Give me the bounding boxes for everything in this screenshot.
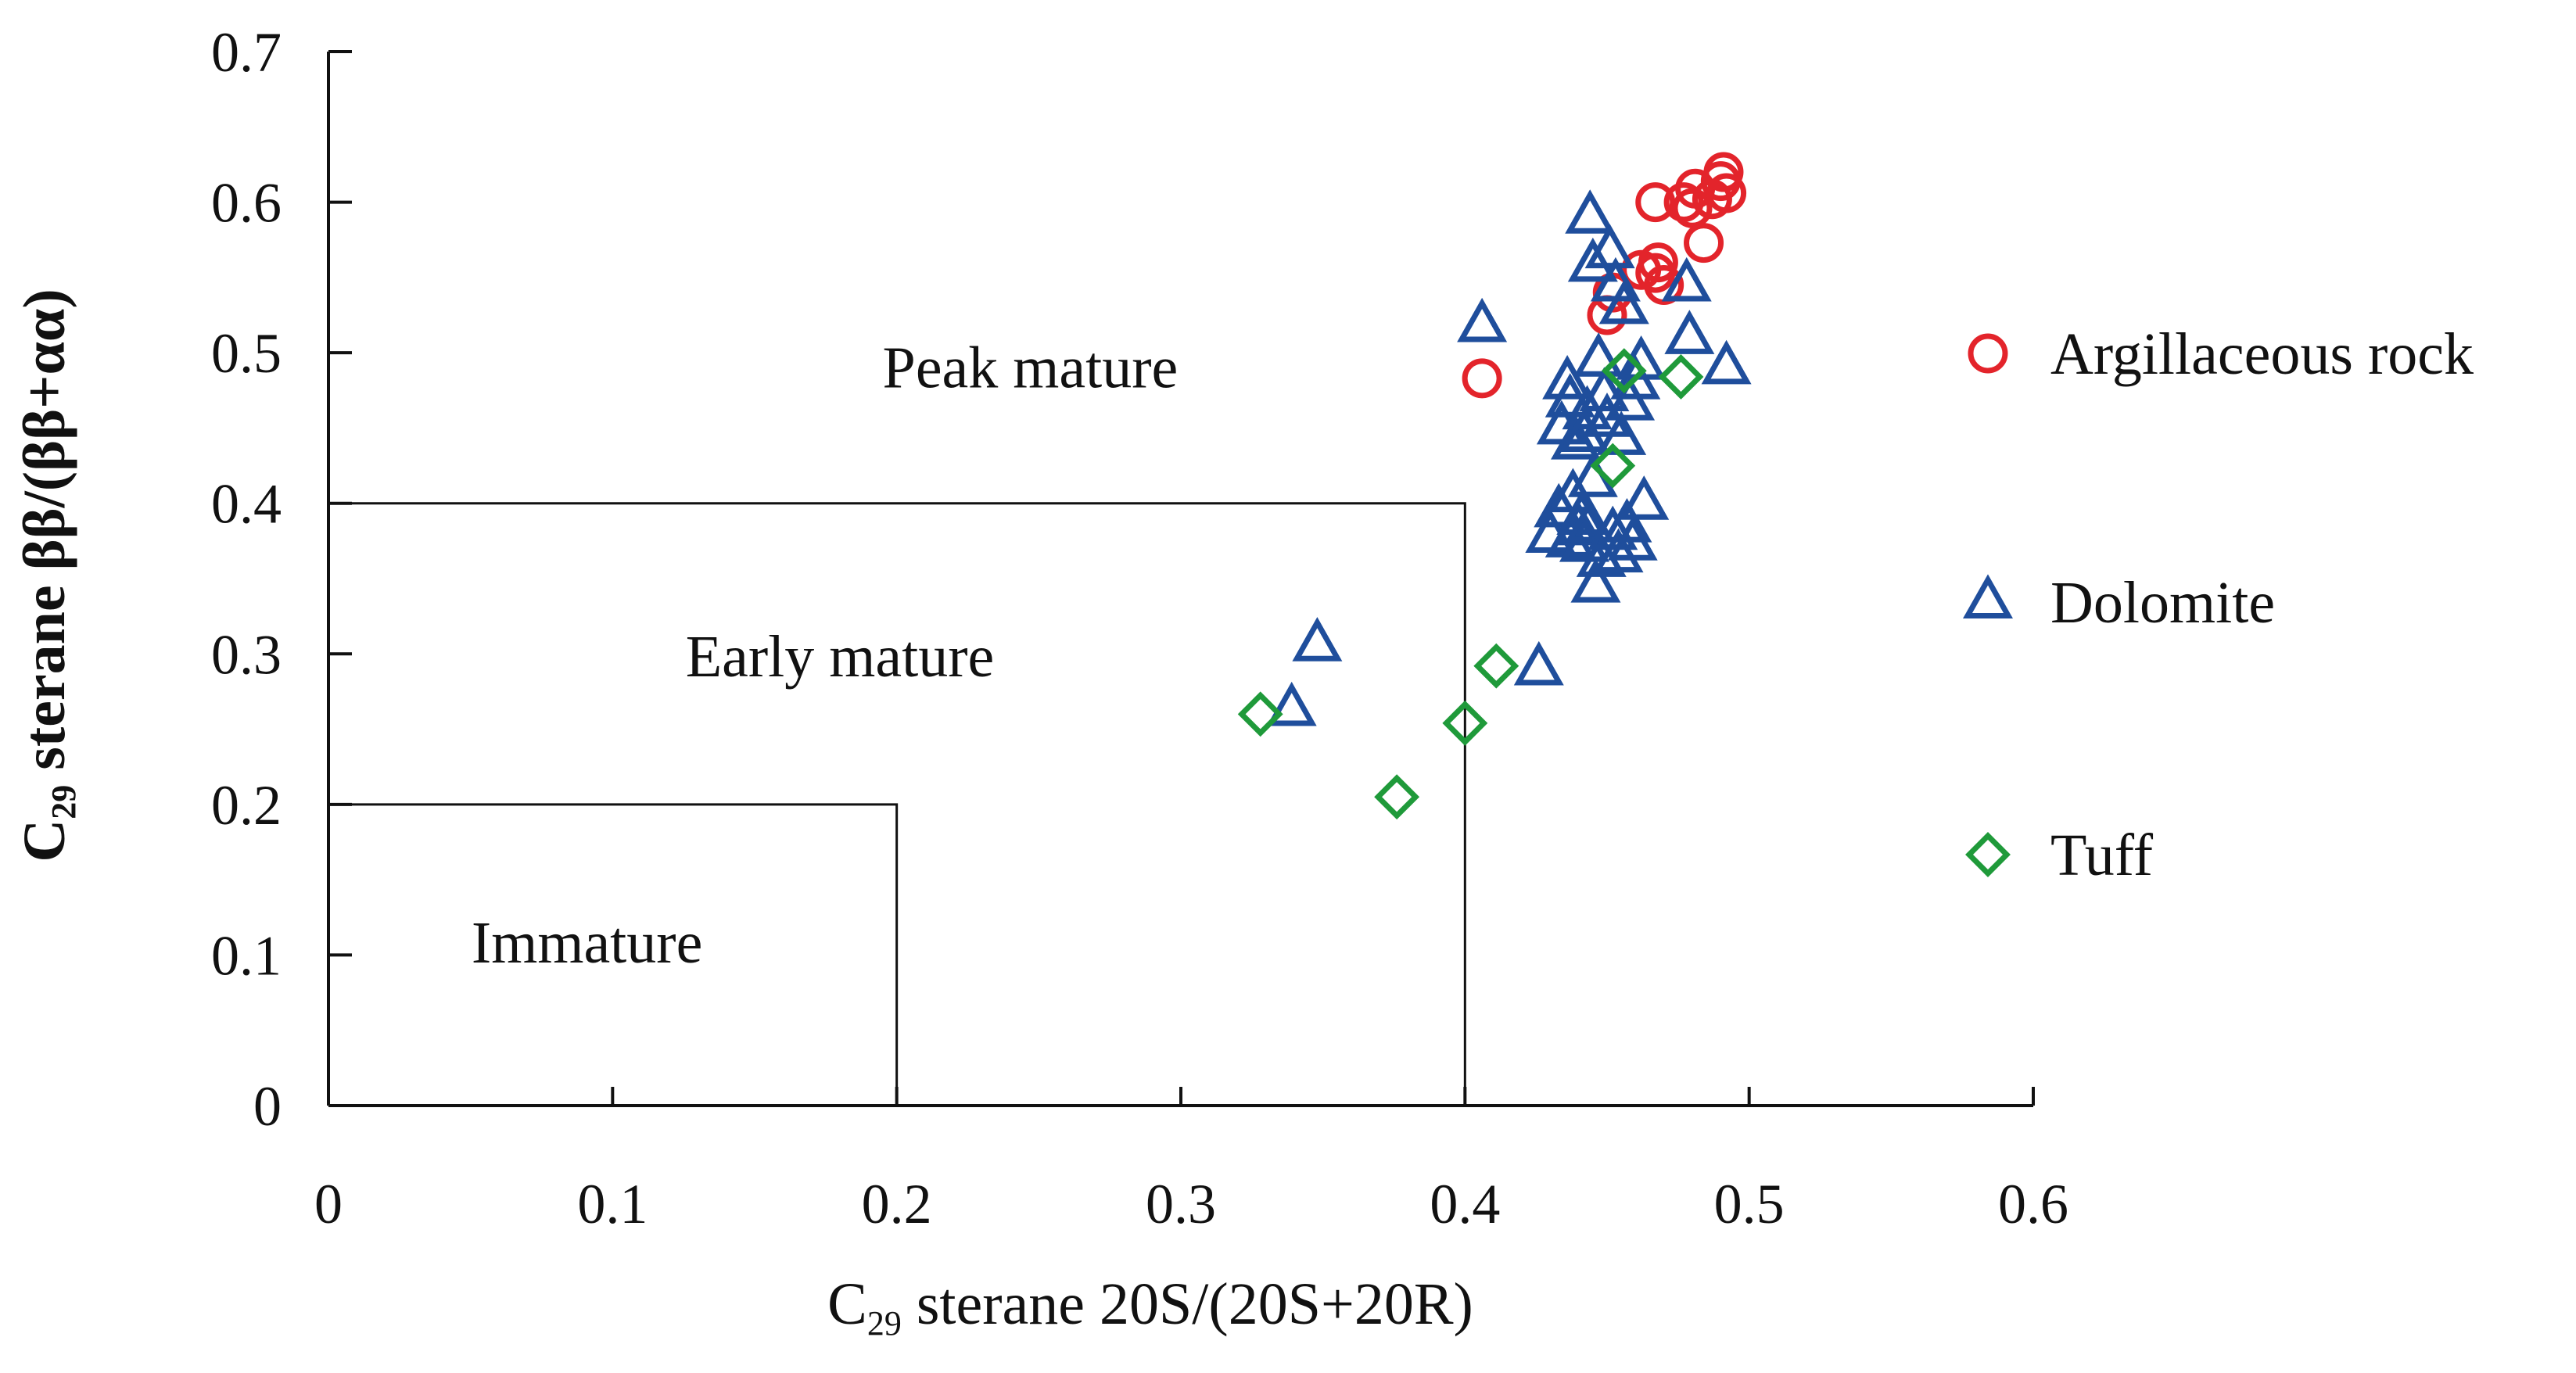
y-tick-label: 0.2 [211,774,282,837]
circle-point [1644,264,1684,305]
y-tick-label: 0.5 [211,322,282,385]
circle-point [1706,173,1747,213]
triangle-point [1565,497,1616,543]
y-tick-label: 0.6 [211,172,282,235]
region-boundary-0 [328,803,899,1106]
y-tick-label: 0.1 [211,924,282,987]
triangle-point [1661,256,1712,302]
triangle-point [1513,640,1564,686]
triangle-point [1542,355,1593,400]
x-tick-label: 0.2 [862,1173,932,1235]
circle-point [1638,242,1678,283]
triangle-point [1605,375,1656,421]
triangle-point [1602,497,1652,543]
triangle-point [1570,557,1621,603]
circle-point [1635,182,1676,223]
diamond-point [1442,700,1488,746]
circle-point [1462,358,1502,399]
legend-label: Argillaceous rock [2050,321,2474,387]
triangle-point [1534,482,1584,528]
triangle-point [1567,237,1618,282]
diamond-point [1374,774,1420,820]
x-tick-label: 0.6 [1998,1173,2068,1235]
y-tick-label: 0 [253,1075,282,1138]
triangle-point [1701,339,1752,385]
triangle-point [1593,528,1644,573]
x-tick-label: 0.3 [1146,1173,1216,1235]
y-axis-title: C29 sterane ββ/(ββ+αα) [12,289,83,862]
y-tick-label: 0.3 [211,623,282,686]
region-label: Early mature [686,624,995,690]
circle-point [1703,152,1744,192]
legend-marker-circle [1968,333,2008,374]
circle-point [1672,188,1713,228]
triangle-point [1619,475,1670,520]
circle-point [1684,223,1724,263]
diamond-point [1658,354,1704,400]
triangle-point [1565,189,1616,234]
triangle-point [1607,516,1658,561]
region-boundary-1 [328,502,1466,1106]
y-tick-label: 0.7 [211,21,282,84]
triangle-point [1664,310,1715,354]
legend-marker-triangle [1963,574,2013,618]
x-axis-title: C29 sterane 20S/(20S+20R) [827,1271,1473,1343]
triangle-point [1584,224,1635,269]
triangle-point [1559,407,1609,453]
y-tick-label: 0.4 [211,473,282,536]
triangle-point [1292,617,1343,661]
x-tick-label: 0.4 [1430,1173,1500,1235]
diamond-point [1601,348,1647,394]
diamond-point [1473,643,1519,689]
region-label: Peak mature [883,335,1179,400]
diamond-point [1590,443,1636,489]
x-tick-label: 0 [314,1173,343,1235]
triangle-point [1598,279,1649,324]
legend-label: Tuff [2050,823,2154,888]
triangle-point [1551,415,1602,460]
region-label: Immature [472,910,702,976]
x-tick-label: 0.5 [1714,1173,1785,1235]
legend-label: Dolomite [2050,570,2275,636]
diamond-point [1237,691,1283,737]
legend-marker-diamond [1965,832,2011,877]
x-tick-label: 0.1 [577,1173,648,1235]
triangle-point [1545,373,1595,418]
triangle-point [1266,681,1317,726]
triangle-point [1573,332,1624,377]
triangle-point [1457,297,1508,342]
